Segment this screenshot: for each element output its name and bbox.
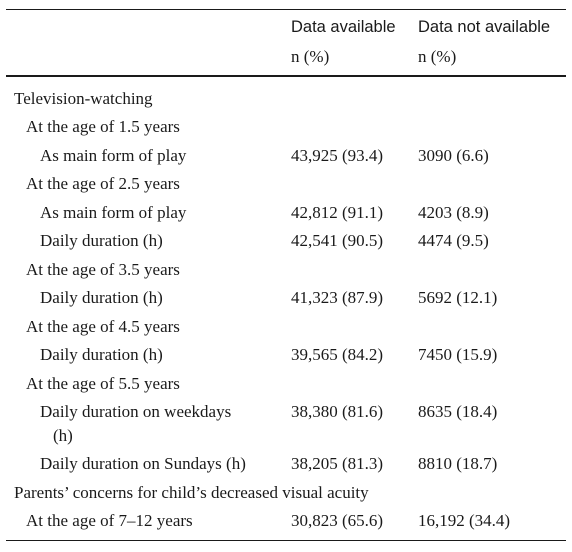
cell-available: 41,323 (87.9) bbox=[291, 288, 384, 307]
cell-not-available: 7450 (15.9) bbox=[418, 345, 498, 364]
col-header-available: Data available bbox=[291, 18, 396, 36]
col-unit-not-available: n (%) bbox=[418, 47, 457, 66]
row-label: Parents’ concerns for child’s decreased … bbox=[14, 483, 369, 502]
row-label: At the age of 4.5 years bbox=[26, 317, 180, 336]
row-label-continuation: (h) bbox=[53, 426, 73, 445]
cell-available: 42,541 (90.5) bbox=[291, 231, 384, 250]
cell-available: 38,205 (81.3) bbox=[291, 454, 384, 473]
cell-not-available: 4474 (9.5) bbox=[418, 231, 489, 250]
cell-not-available: 4203 (8.9) bbox=[418, 203, 489, 222]
cell-available: 42,812 (91.1) bbox=[291, 203, 384, 222]
cell-not-available: 3090 (6.6) bbox=[418, 146, 489, 165]
row-label: Television-watching bbox=[14, 89, 153, 108]
top-rule bbox=[6, 9, 566, 10]
cell-not-available: 5692 (12.1) bbox=[418, 288, 498, 307]
row-label: At the age of 7–12 years bbox=[26, 511, 193, 530]
row-label: As main form of play bbox=[40, 203, 187, 222]
row-label: At the age of 5.5 years bbox=[26, 374, 180, 393]
row-label: As main form of play bbox=[40, 146, 187, 165]
row-label: At the age of 1.5 years bbox=[26, 117, 180, 136]
cell-available: 43,925 (93.4) bbox=[291, 146, 384, 165]
header-rule bbox=[6, 75, 566, 77]
row-label: Daily duration (h) bbox=[40, 345, 163, 364]
row-label: Daily duration on Sundays (h) bbox=[40, 454, 246, 473]
col-unit-available: n (%) bbox=[291, 47, 330, 66]
row-label: Daily duration (h) bbox=[40, 231, 163, 250]
cell-available: 39,565 (84.2) bbox=[291, 345, 384, 364]
col-header-not-available: Data not available bbox=[418, 18, 551, 36]
cell-available: 30,823 (65.6) bbox=[291, 511, 384, 530]
cell-available: 38,380 (81.6) bbox=[291, 402, 384, 421]
row-label: At the age of 2.5 years bbox=[26, 174, 180, 193]
bottom-rule bbox=[6, 540, 566, 541]
row-label: Daily duration (h) bbox=[40, 288, 163, 307]
row-label: At the age of 3.5 years bbox=[26, 260, 180, 279]
cell-not-available: 8810 (18.7) bbox=[418, 454, 498, 473]
row-label: Daily duration on weekdays bbox=[40, 402, 232, 421]
cell-not-available: 8635 (18.4) bbox=[418, 402, 498, 421]
cell-not-available: 16,192 (34.4) bbox=[418, 511, 511, 530]
